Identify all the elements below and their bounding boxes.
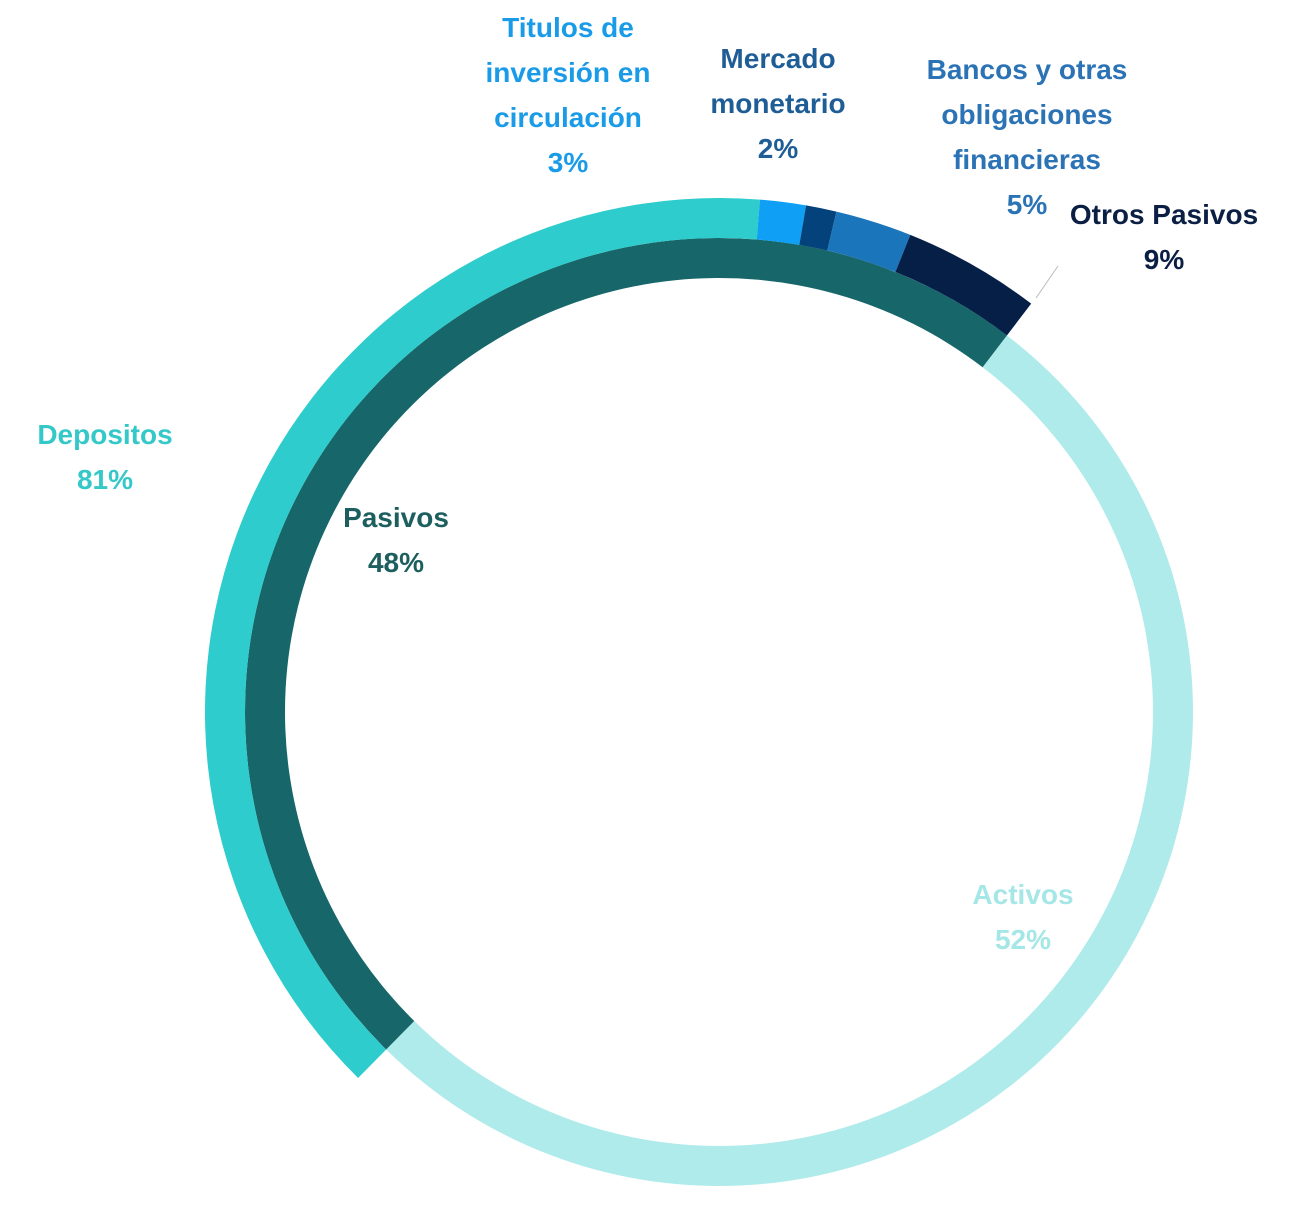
slice-name: Bancos y otras obligaciones financieras (926, 54, 1128, 175)
inner-slice (386, 335, 1194, 1187)
slice-value: 52% (994, 924, 1052, 955)
slice-name: Mercado monetario (710, 43, 846, 119)
outer-slice (204, 198, 760, 1078)
inner-slice (245, 238, 1007, 1050)
slice-label: Bancos y otras obligaciones financieras 5… (907, 47, 1147, 227)
slice-name: Pasivos (343, 502, 449, 533)
slice-name: Otros Pasivos (1069, 199, 1259, 230)
outer-slice (756, 199, 807, 245)
outer-slice (827, 211, 911, 273)
slice-value: 3% (547, 147, 589, 178)
leader-line (1035, 265, 1059, 299)
slice-label: Mercado monetario 2% (693, 36, 863, 171)
slice-name: Titulos de inversión en circulación (485, 12, 651, 133)
slice-name: Activos (972, 879, 1074, 910)
slice-value: 81% (76, 464, 134, 495)
slice-value: 2% (757, 133, 799, 164)
slice-label: Pasivos 48% (296, 495, 496, 585)
slice-name: Depositos (37, 419, 173, 450)
slice-label: Depositos 81% (5, 412, 205, 502)
slice-value: 9% (1143, 244, 1185, 275)
slice-label: Titulos de inversión en circulación 3% (468, 5, 668, 185)
outer-slice (799, 205, 837, 251)
slice-label: Otros Pasivos 9% (1049, 192, 1279, 282)
outer-slice (895, 234, 1032, 336)
slice-label: Activos 52% (923, 872, 1123, 962)
slice-value: 5% (1006, 189, 1048, 220)
slice-value: 48% (367, 547, 425, 578)
